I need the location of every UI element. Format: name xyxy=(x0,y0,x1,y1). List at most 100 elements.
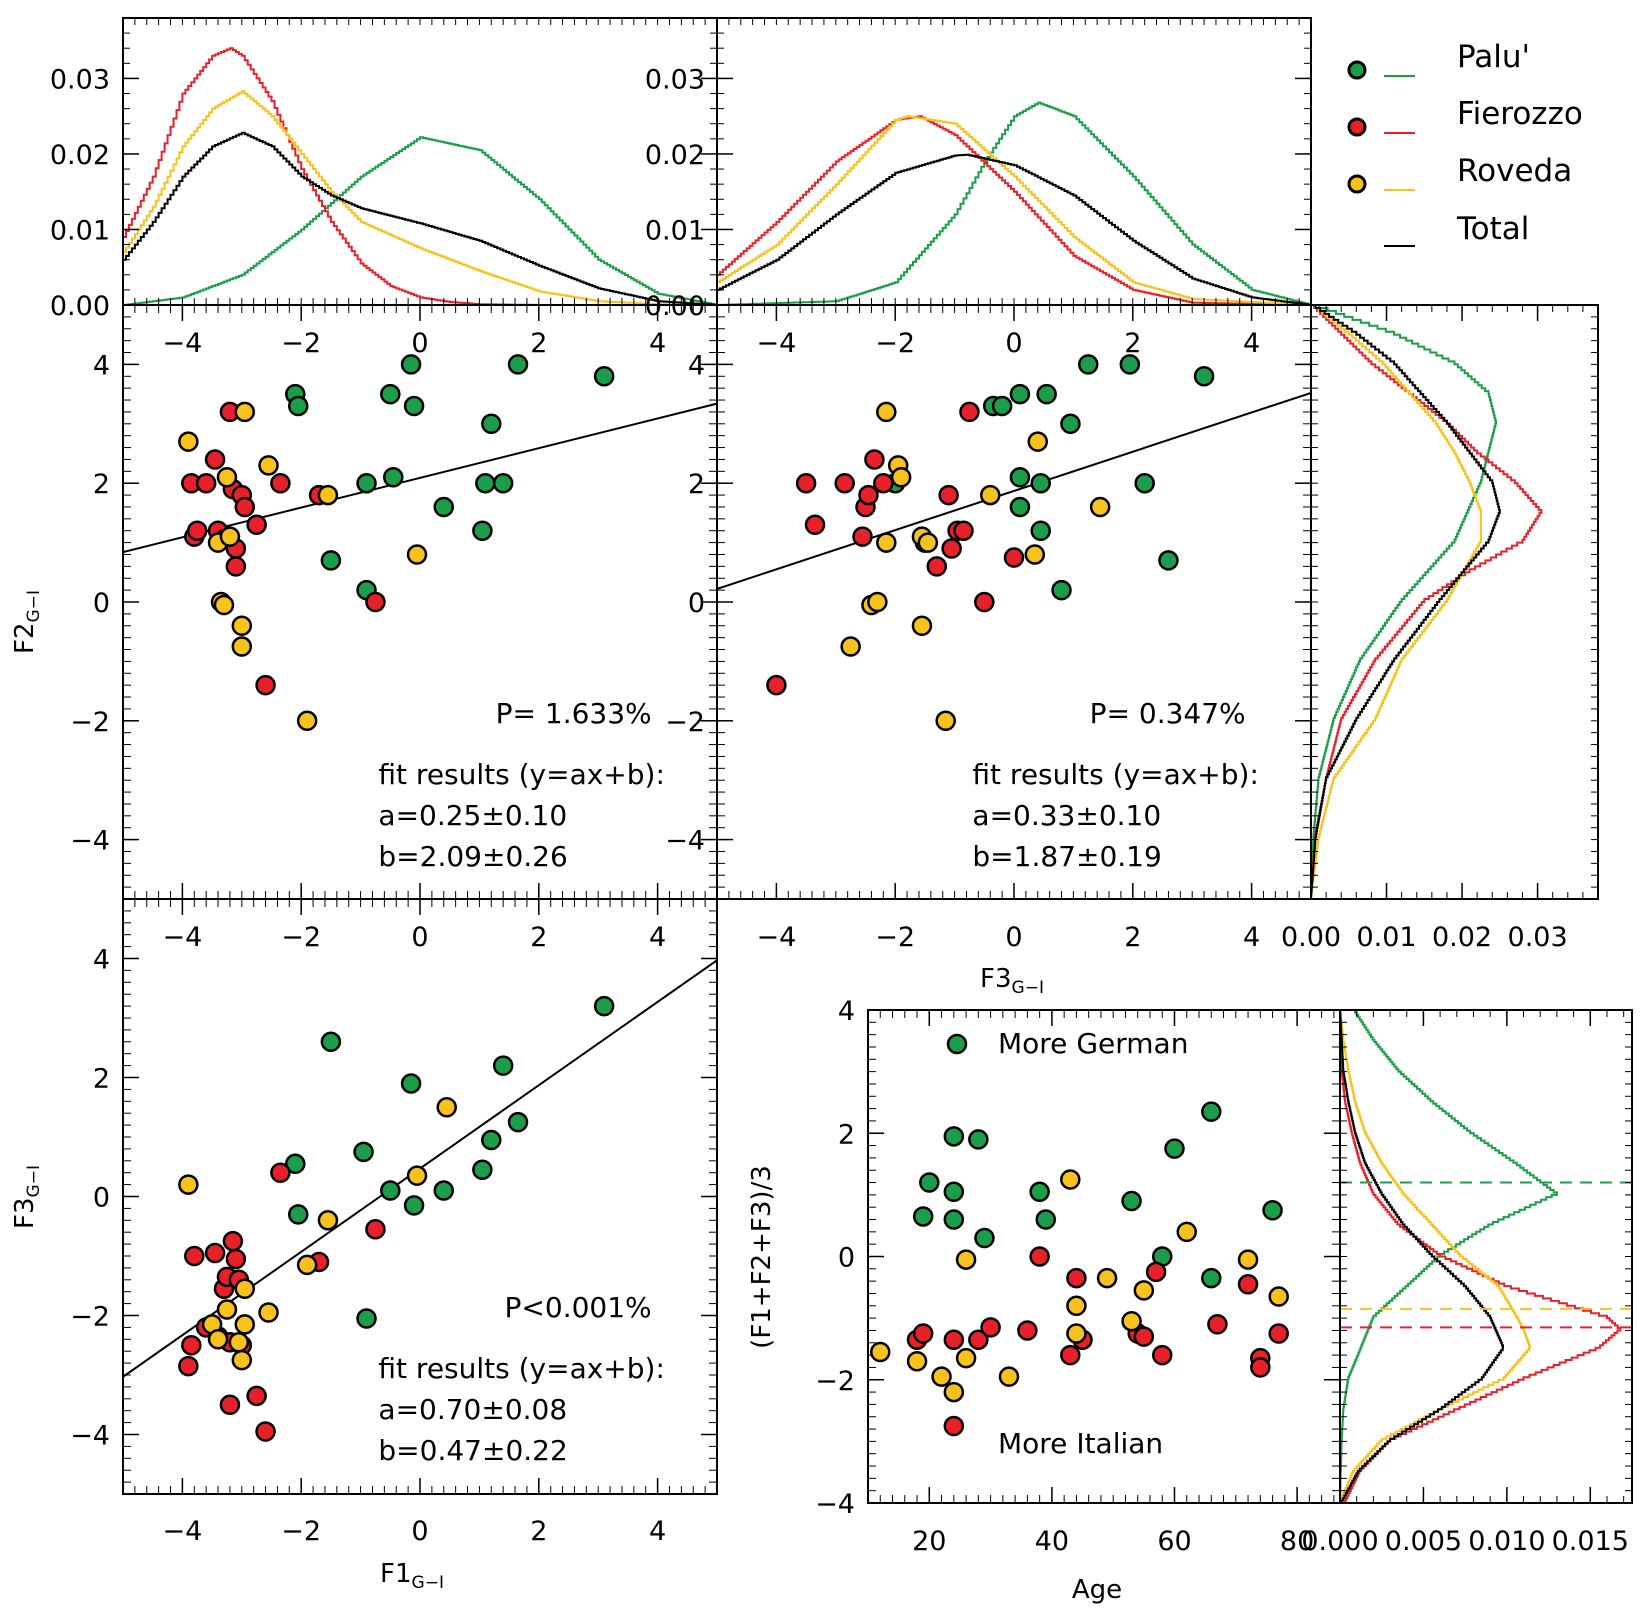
hist-f2: 0.00 0.01 0.02 0.03 xyxy=(1281,304,1599,953)
scatter-age-ytick-label: 4 xyxy=(838,996,855,1027)
hist-f2-xtick-label: 0.03 xyxy=(1508,922,1568,953)
scatter-f1-f2-point-palu xyxy=(380,383,401,405)
scatter-f1-f2-point-roveda xyxy=(296,710,318,732)
axis-title-f1-main: F1 xyxy=(380,1559,412,1589)
scatter-f1-f2-point-palu xyxy=(593,366,615,387)
scatter-f1-f2-point-fierozzo xyxy=(195,472,217,494)
scatter-f1-f2-fit-a: a=0.25±0.10 xyxy=(378,799,567,832)
legend-marker-roveda xyxy=(1347,174,1367,194)
scatter-f1-f3-point-palu xyxy=(472,1159,493,1180)
scatter-age-point-roveda xyxy=(998,1366,1020,1387)
scatter-f3-f2-point-palu xyxy=(1030,520,1051,541)
scatter-f1-f3-point-roveda xyxy=(317,1210,339,1231)
scatter-f1-f3-point-fierozzo xyxy=(270,1162,291,1183)
hist-f1-ytick-label: 0.01 xyxy=(50,215,110,246)
scatter-age-point-roveda xyxy=(931,1366,952,1387)
scatter-f3-f2-xtick-label: 0 xyxy=(1005,328,1022,359)
scatter-f1-f3-point-palu xyxy=(285,1153,306,1175)
scatter-f3-f2-point-fierozzo xyxy=(938,484,959,506)
scatter-f1-f2-point-roveda xyxy=(406,544,428,565)
scatter-f1-f2-point-fierozzo xyxy=(255,674,276,696)
scatter-f1-f3-point-roveda xyxy=(258,1302,279,1323)
scatter-f1-f2-point-roveda xyxy=(178,431,199,452)
scatter-f3-f2-xtick-label: 4 xyxy=(1243,328,1260,359)
scatter-age-point-roveda xyxy=(1176,1221,1198,1243)
scatter-f1-f2-ytick-label: 4 xyxy=(93,350,110,381)
hist-f3-series-roveda xyxy=(717,115,1312,306)
scatter-f1-f2-ytick-label: 2 xyxy=(93,469,110,500)
scatter-f1-f3-xtick-label: 0 xyxy=(411,922,428,953)
scatter-f1-f3-ytick-label: 0 xyxy=(93,1183,110,1214)
scatter-f1-f2-ytick-label: −4 xyxy=(70,826,110,857)
legend-label-fierozzo: Fierozzo xyxy=(1457,96,1583,132)
scatter-age-point-fierozzo xyxy=(1066,1267,1087,1289)
scatter-f1-f2-p-value: P= 1.633% xyxy=(496,697,652,730)
scatter-f3-f2-point-palu xyxy=(1009,383,1031,405)
scatter-f1-f3-xtick-label: 2 xyxy=(530,922,547,953)
scatter-f3-f2-point-fierozzo xyxy=(795,472,817,494)
scatter-f3-f2-point-fierozzo xyxy=(1003,547,1025,568)
scatter-f1-f2-point-roveda xyxy=(231,615,253,637)
scatter-f3-f2-point-roveda xyxy=(917,532,939,553)
scatter-age-point-fierozzo xyxy=(1268,1323,1289,1344)
scatter-age: 20 40 60 80 −4 −2 0 2 4 More German More Italian xyxy=(815,996,1341,1557)
scatter-f1-f3-point-fierozzo xyxy=(181,1335,202,1356)
axis-title-f3-left: F3G−I xyxy=(10,1165,44,1229)
scatter-f1-f2-xtick-label: 4 xyxy=(649,328,666,359)
scatter-f1-f3-xtick-label-bottom: 0 xyxy=(411,1516,428,1547)
scatter-age-point-palu xyxy=(912,1206,934,1227)
scatter-f1-f3-xtick-label-bottom: −4 xyxy=(162,1516,202,1547)
scatter-f3-f2-point-fierozzo xyxy=(941,538,962,559)
scatter-f3-f2-xtick-label: −4 xyxy=(756,328,796,359)
scatter-age-point-roveda xyxy=(1237,1249,1259,1270)
legend: Palu' Fierozzo Roveda Total xyxy=(1347,39,1583,247)
scatter-f3-f2-point-fierozzo xyxy=(873,472,894,494)
scatter-f1-f3: −4 −2 0 2 4 −4 −2 0 2 4 P<0.001% fit results (y=ax+… xyxy=(70,898,718,1495)
scatter-f1-f2-xtick-label: 2 xyxy=(530,328,547,359)
scatter-f3-f2-point-fierozzo xyxy=(858,484,879,506)
axis-title-f2: F2G−I xyxy=(10,590,44,654)
scatter-f3-f2-point-palu xyxy=(1193,366,1215,387)
scatter-f1-f2-ytick-label: 0 xyxy=(93,588,110,619)
scatter-f3-f2-point-fierozzo xyxy=(852,526,873,547)
scatter-f1-f2-point-fierozzo xyxy=(365,591,386,613)
scatter-f1-f3-point-palu xyxy=(481,1129,502,1151)
scatter-f1-f3-point-palu xyxy=(433,1180,455,1201)
scatter-age-point-roveda xyxy=(955,1347,977,1369)
hist-mean: 0.000 0.005 0.010 0.015 xyxy=(1301,1009,1633,1557)
scatter-age-ytick-label: −2 xyxy=(815,1366,855,1397)
scatter-age-point-roveda xyxy=(1060,1169,1081,1190)
scatter-age-point-roveda xyxy=(1066,1323,1087,1344)
scatter-f1-f3-xtick-label-bottom: 4 xyxy=(649,1516,666,1547)
hist-f3-series-total xyxy=(717,153,1312,306)
scatter-f1-f2-point-palu xyxy=(400,354,422,375)
scatter-age-point-fierozzo xyxy=(1207,1314,1228,1335)
hist-f2-series-palu xyxy=(1310,304,1497,899)
scatter-f1-f3-point-roveda xyxy=(216,1299,238,1320)
scatter-age-point-palu xyxy=(919,1172,940,1193)
scatter-f3-f2-point-palu xyxy=(1051,579,1072,601)
scatter-f3-f2-point-palu xyxy=(1036,383,1057,405)
scatter-f3-f2-xtick-label: −2 xyxy=(875,328,915,359)
scatter-f1-f3-point-roveda xyxy=(296,1254,318,1276)
scatter-f1-f3-point-fierozzo xyxy=(246,1385,267,1407)
scatter-age-point-roveda xyxy=(1133,1280,1155,1301)
hist-mean-series-fierozzo xyxy=(1339,1009,1622,1503)
scatter-age-point-palu xyxy=(943,1126,965,1147)
axis-title-f1: F1G−I xyxy=(380,1559,444,1593)
hist-f3: 0.00 0.01 0.02 0.03 xyxy=(645,17,1312,322)
hist-mean-series-palu xyxy=(1339,1009,1558,1503)
scatter-f1-f3-point-palu xyxy=(507,1111,529,1133)
scatter-f3-f2-ytick-label: 2 xyxy=(688,469,705,500)
hist-f1-series-fierozzo xyxy=(123,47,717,306)
hist-mean-series-roveda xyxy=(1339,1009,1531,1503)
scatter-age-point-fierozzo xyxy=(1017,1320,1038,1341)
scatter-f3-f2-point-roveda xyxy=(876,532,897,553)
scatter-f1-f2-fit-title: fit results (y=ax+b): xyxy=(378,758,665,791)
scatter-f1-f2-point-fierozzo xyxy=(234,496,256,518)
scatter-f1-f3-ytick-label: −2 xyxy=(70,1302,110,1333)
scatter-f1-f3-point-palu xyxy=(492,1055,514,1076)
axis-title-f3-left-main: F3 xyxy=(10,1197,40,1229)
scatter-f1-f2-point-roveda xyxy=(258,455,279,476)
scatter-age-point-palu xyxy=(1121,1190,1142,1212)
